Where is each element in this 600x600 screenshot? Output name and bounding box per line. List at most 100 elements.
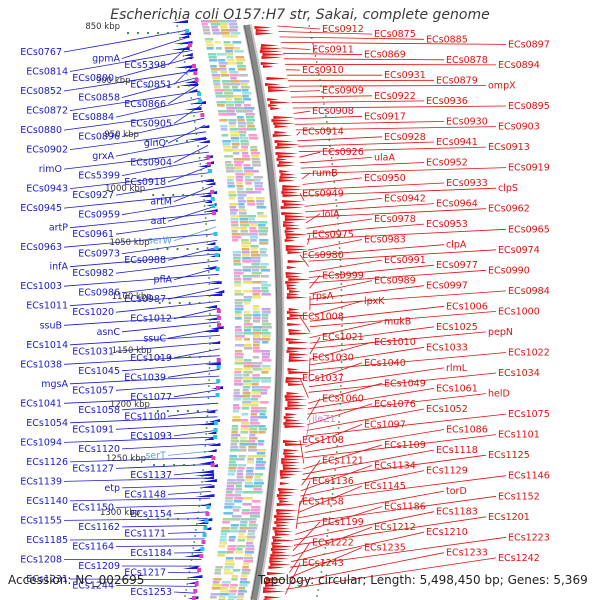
cog-feature bbox=[236, 476, 244, 479]
right-gene-label: ECs0909 bbox=[322, 86, 364, 97]
small-feature bbox=[214, 253, 219, 257]
cog-feature bbox=[235, 338, 242, 341]
cog-feature bbox=[250, 410, 260, 413]
right-gene-label: ECs0875 bbox=[374, 29, 416, 40]
right-connector-line bbox=[304, 434, 497, 459]
cog-feature bbox=[237, 539, 246, 542]
reverse-strand-feature bbox=[263, 581, 282, 584]
tick-dot bbox=[336, 439, 339, 441]
cog-feature bbox=[228, 596, 237, 599]
cog-feature bbox=[244, 170, 253, 173]
right-gene-label: ECs1109 bbox=[384, 440, 426, 451]
small-feature bbox=[201, 540, 206, 544]
left-connector-line bbox=[115, 382, 220, 391]
cog-feature bbox=[252, 356, 260, 359]
cog-feature bbox=[228, 194, 237, 197]
left-connector-line bbox=[115, 138, 208, 157]
tick-dot bbox=[209, 349, 211, 351]
cog-feature bbox=[234, 98, 243, 101]
tick-dot bbox=[177, 31, 180, 33]
tick-dot bbox=[206, 241, 209, 243]
left-gene-label: artP bbox=[49, 223, 68, 234]
right-gene-label: ECs0919 bbox=[508, 163, 550, 174]
tick-dot bbox=[332, 175, 335, 177]
cog-feature bbox=[238, 536, 248, 539]
cog-feature bbox=[247, 125, 255, 128]
cog-feature bbox=[206, 44, 215, 47]
tick-dot bbox=[321, 91, 323, 93]
tick-dot bbox=[323, 553, 326, 555]
right-gene-label: ECs0910 bbox=[302, 65, 344, 76]
right-connector-line bbox=[291, 526, 373, 557]
right-gene-label: ECs1060 bbox=[322, 394, 364, 405]
right-gene-label: ECs0930 bbox=[446, 116, 488, 127]
right-connector-line bbox=[306, 408, 425, 431]
left-gene-label: ECs0814 bbox=[26, 67, 68, 78]
reverse-strand-feature bbox=[280, 476, 292, 479]
right-gene-label: ECs0914 bbox=[302, 127, 344, 138]
right-gene-label: ECs1121 bbox=[322, 455, 364, 466]
tick-dot bbox=[204, 211, 207, 213]
tick-dot bbox=[204, 217, 207, 219]
right-connector-line bbox=[308, 357, 311, 376]
tick-mark bbox=[176, 517, 180, 521]
cog-feature bbox=[241, 419, 248, 422]
cog-feature bbox=[241, 86, 250, 89]
right-gene-label: ECs1186 bbox=[384, 502, 426, 513]
right-gene-label: mukB bbox=[384, 317, 411, 328]
cog-feature bbox=[249, 425, 259, 428]
right-gene-label: ECs0999 bbox=[322, 270, 364, 281]
cog-feature bbox=[234, 377, 243, 380]
tick-dot bbox=[209, 343, 211, 345]
cog-feature bbox=[254, 188, 265, 191]
cog-feature bbox=[250, 416, 260, 419]
cog-feature bbox=[214, 86, 221, 89]
left-gene-label: ECs0987 bbox=[124, 294, 166, 305]
reverse-strand-feature bbox=[285, 272, 304, 275]
cog-feature bbox=[261, 308, 271, 311]
tick-dot bbox=[338, 247, 341, 249]
tick-dot bbox=[205, 427, 208, 429]
left-gene-label: ECs1137 bbox=[130, 470, 172, 481]
cog-feature bbox=[228, 191, 236, 194]
cog-feature bbox=[224, 44, 234, 47]
left-connector-line bbox=[167, 450, 215, 456]
cog-feature bbox=[234, 356, 244, 359]
tick-dot bbox=[329, 511, 332, 513]
tick-dot bbox=[318, 583, 321, 585]
left-connector-line bbox=[115, 545, 204, 547]
cog-feature bbox=[230, 443, 238, 446]
cog-feature bbox=[217, 554, 225, 557]
cog-feature bbox=[226, 551, 234, 554]
tick-dot bbox=[208, 379, 211, 381]
cog-feature bbox=[226, 56, 234, 59]
forward-strand-feature bbox=[184, 107, 202, 110]
cog-feature bbox=[248, 218, 255, 221]
right-connector-line bbox=[303, 182, 445, 191]
right-connector-line bbox=[307, 234, 311, 245]
cog-feature bbox=[245, 188, 253, 191]
left-gene-label: ECs1094 bbox=[20, 437, 62, 448]
small-feature bbox=[193, 589, 198, 593]
tick-mark bbox=[152, 193, 155, 197]
tick-dot bbox=[333, 475, 336, 477]
left-gene-label: ECs1140 bbox=[26, 496, 68, 507]
cog-feature bbox=[223, 89, 232, 92]
reverse-strand-feature bbox=[284, 443, 309, 446]
right-gene-label: rpsA bbox=[312, 291, 334, 302]
cog-feature bbox=[241, 512, 251, 515]
tick-dot bbox=[203, 199, 206, 201]
cog-feature bbox=[249, 518, 257, 521]
tick-dot bbox=[184, 67, 187, 69]
tick-dot bbox=[339, 253, 341, 255]
tick-label: 1150 kbp bbox=[112, 346, 152, 356]
cog-feature bbox=[241, 146, 249, 149]
forward-strand-feature bbox=[194, 473, 215, 476]
cog-feature bbox=[238, 200, 247, 203]
scale-ticks: 850 kbp 900 kbp 950 kbp 1000 kbp 1050 kbp 110… bbox=[85, 19, 343, 597]
cog-feature bbox=[243, 377, 253, 380]
left-gene-label: ECs1231 bbox=[26, 574, 68, 585]
cog-feature bbox=[231, 575, 238, 578]
tick-dot bbox=[339, 391, 342, 393]
tick-label: 1050 kbp bbox=[109, 238, 149, 248]
